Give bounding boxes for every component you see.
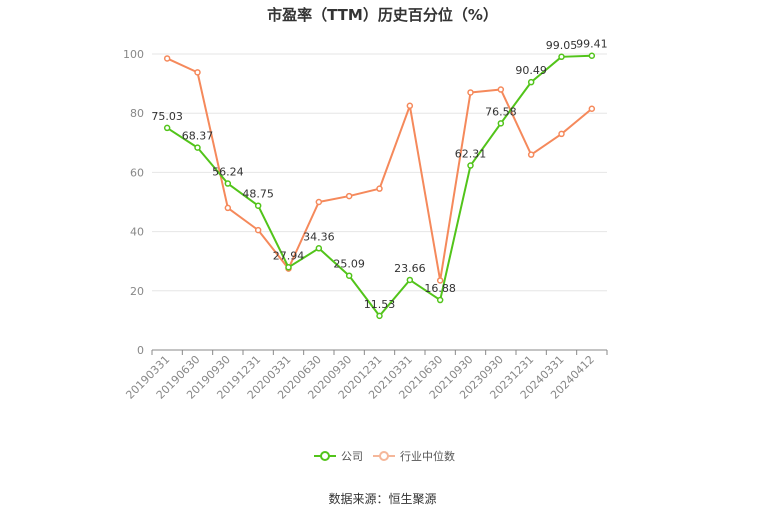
data-point [436,296,444,304]
data-point [436,277,444,284]
data-point [315,198,323,206]
data-point [163,55,171,62]
legend-marker-icon [379,451,389,461]
data-point [194,144,201,151]
data-point [527,78,535,86]
data-point [285,264,292,271]
data-point [163,124,171,132]
data-point [497,86,505,93]
data-labels: 75.03 68.37 56.24 48.75 27.94 34.36 25.09 11.53… [151,38,607,311]
data-label: 34.36 [303,230,335,243]
data-point [467,162,474,169]
data-label: 48.75 [242,188,274,201]
data-point [467,89,474,96]
data-label: 27.94 [273,249,305,262]
data-point [345,192,353,200]
data-point [224,180,232,187]
legend-item: 行业中位数 [373,449,455,463]
data-point [527,151,535,158]
data-point [194,69,201,76]
data-label: 23.66 [394,262,426,275]
data-point [224,204,232,212]
data-point [254,226,262,234]
legend-label: 公司 [341,450,363,463]
legend-marker-icon [320,451,330,461]
grid-lines [152,53,607,292]
y-tick-label: 40 [130,226,144,239]
data-source: 数据来源：恒生聚源 [328,492,437,506]
legend: 公司 行业中位数 [314,449,455,463]
data-point [497,120,505,127]
data-label: 68.37 [182,130,214,143]
data-label: 62.31 [455,148,487,161]
chart-title: 市盈率（TTM）历史百分位（%） [267,6,498,24]
data-point [376,312,383,320]
data-label: 99.41 [576,38,608,51]
y-tick-label: 0 [137,344,144,357]
data-point [254,202,262,209]
data-point [406,102,414,110]
y-tick-label: 60 [130,166,144,179]
series-lines [163,52,596,320]
axes: 0204060801002019033120190630201909302019… [123,48,608,402]
y-tick-label: 100 [123,48,144,61]
legend-item: 公司 [314,450,363,463]
data-point [345,272,353,279]
data-point [315,245,323,252]
data-point [406,276,414,284]
data-label: 16.88 [424,282,456,295]
data-point [558,130,565,138]
data-label: 11.53 [364,298,396,311]
data-point [376,185,383,192]
y-tick-label: 20 [130,285,144,298]
data-point [588,52,596,59]
data-label: 25.09 [333,258,365,271]
y-tick-label: 80 [130,107,144,120]
data-label: 90.49 [515,64,547,77]
legend-label: 行业中位数 [400,449,455,463]
data-point [558,53,565,61]
data-label: 99.05 [546,39,578,52]
data-label: 56.24 [212,166,244,179]
data-label: 75.03 [151,110,183,123]
data-point [588,105,596,113]
data-label: 76.58 [485,105,517,118]
